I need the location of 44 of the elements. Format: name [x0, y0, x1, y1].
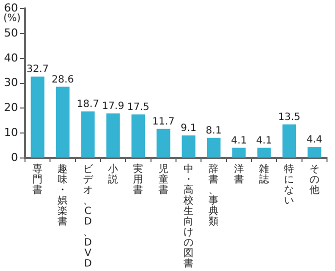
x-tick-label: 専門書 [32, 162, 43, 196]
y-tick-label: 60 [4, 1, 18, 14]
bar [81, 111, 95, 158]
x-tick-label: 雑誌 [259, 162, 270, 186]
data-label: 17.9 [102, 101, 124, 112]
y-tick-label: 10 [4, 126, 18, 139]
bar [206, 138, 221, 158]
category-label: 中・高校生向けの図書 [184, 164, 194, 270]
bar [232, 148, 246, 158]
bar [156, 128, 170, 158]
bar [308, 147, 322, 158]
x-tick-label: その他 [309, 164, 320, 196]
x-tick-label: 小説 [108, 162, 118, 186]
y-axis-title: (%) [3, 13, 21, 24]
data-label: 13.5 [278, 112, 300, 123]
data-label: 4.1 [230, 135, 247, 146]
y-tick-label: 40 [4, 51, 18, 64]
bar [257, 148, 271, 158]
bar [131, 114, 146, 158]
data-label: 11.7 [152, 116, 175, 128]
x-tick-label: 特にない [284, 162, 294, 206]
data-label: 18.7 [76, 99, 100, 110]
y-tick-label: 0 [10, 150, 18, 164]
bar [30, 76, 44, 158]
data-label: 17.5 [127, 102, 150, 114]
y-tick-label: 20 [4, 101, 18, 114]
data-label: 28.6 [52, 74, 74, 86]
bar [282, 124, 296, 158]
x-tick-label: 洋書 [234, 162, 244, 186]
bar [56, 86, 70, 158]
data-label: 4.4 [306, 134, 322, 146]
x-tick-label: 実用書 [133, 162, 144, 196]
bar [182, 135, 196, 158]
bar [106, 113, 120, 158]
x-tick-label: 趣味・娯楽書 [58, 162, 68, 228]
y-tick-label: 50 [4, 26, 18, 40]
data-label: 8.1 [206, 125, 222, 136]
data-label: 9.1 [180, 122, 197, 134]
data-label: 4.1 [256, 135, 272, 146]
y-tick-label: 30 [4, 76, 18, 90]
category-label: ビデオ、CD、DVD [82, 164, 93, 270]
data-label: 32.7 [26, 64, 49, 76]
x-tick-label: 辞書、事典類 [208, 162, 219, 228]
x-tick-label: 児童書 [158, 164, 168, 196]
